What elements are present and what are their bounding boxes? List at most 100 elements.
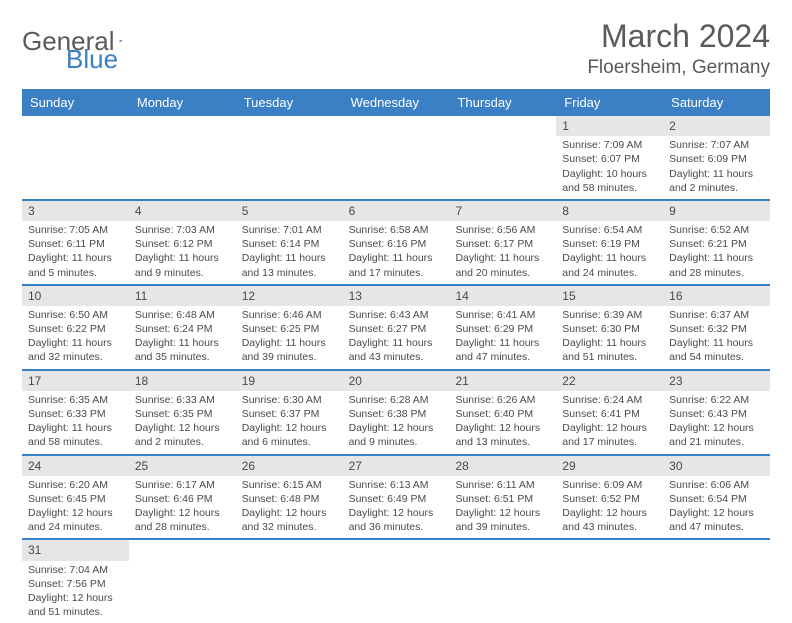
day-number: 24 bbox=[22, 456, 129, 476]
day-number: 12 bbox=[236, 286, 343, 306]
daylight-text: Daylight: 11 hours and 9 minutes. bbox=[135, 251, 230, 279]
day-number: 4 bbox=[129, 201, 236, 221]
sunset-text: Sunset: 6:54 PM bbox=[669, 492, 764, 506]
daylight-text: Daylight: 12 hours and 36 minutes. bbox=[349, 506, 444, 534]
week-row: 31Sunrise: 7:04 AMSunset: 7:56 PMDayligh… bbox=[22, 540, 770, 623]
month-title: March 2024 bbox=[587, 18, 770, 55]
sunset-text: Sunset: 6:52 PM bbox=[562, 492, 657, 506]
day-cell: 6Sunrise: 6:58 AMSunset: 6:16 PMDaylight… bbox=[343, 201, 450, 284]
sunset-text: Sunset: 7:56 PM bbox=[28, 577, 123, 591]
daylight-text: Daylight: 11 hours and 5 minutes. bbox=[28, 251, 123, 279]
day-number: 6 bbox=[343, 201, 450, 221]
day-body: Sunrise: 6:43 AMSunset: 6:27 PMDaylight:… bbox=[343, 306, 450, 369]
day-number: 13 bbox=[343, 286, 450, 306]
day-number bbox=[129, 540, 236, 560]
sunrise-text: Sunrise: 7:03 AM bbox=[135, 223, 230, 237]
week-row: 3Sunrise: 7:05 AMSunset: 6:11 PMDaylight… bbox=[22, 201, 770, 286]
day-cell bbox=[129, 540, 236, 623]
weekday-header: Sunday Monday Tuesday Wednesday Thursday… bbox=[22, 89, 770, 116]
day-number bbox=[449, 116, 556, 136]
sunrise-text: Sunrise: 7:04 AM bbox=[28, 563, 123, 577]
day-number: 15 bbox=[556, 286, 663, 306]
sunrise-text: Sunrise: 6:06 AM bbox=[669, 478, 764, 492]
daylight-text: Daylight: 12 hours and 32 minutes. bbox=[242, 506, 337, 534]
sunset-text: Sunset: 6:49 PM bbox=[349, 492, 444, 506]
sunrise-text: Sunrise: 6:09 AM bbox=[562, 478, 657, 492]
day-body: Sunrise: 6:54 AMSunset: 6:19 PMDaylight:… bbox=[556, 221, 663, 284]
sunrise-text: Sunrise: 6:30 AM bbox=[242, 393, 337, 407]
day-number: 28 bbox=[449, 456, 556, 476]
day-body: Sunrise: 6:46 AMSunset: 6:25 PMDaylight:… bbox=[236, 306, 343, 369]
day-cell bbox=[449, 116, 556, 199]
sunset-text: Sunset: 6:11 PM bbox=[28, 237, 123, 251]
daylight-text: Daylight: 12 hours and 2 minutes. bbox=[135, 421, 230, 449]
day-cell bbox=[556, 540, 663, 623]
daylight-text: Daylight: 12 hours and 47 minutes. bbox=[669, 506, 764, 534]
day-body: Sunrise: 6:15 AMSunset: 6:48 PMDaylight:… bbox=[236, 476, 343, 539]
day-body: Sunrise: 7:07 AMSunset: 6:09 PMDaylight:… bbox=[663, 136, 770, 199]
day-number: 7 bbox=[449, 201, 556, 221]
sunrise-text: Sunrise: 6:26 AM bbox=[455, 393, 550, 407]
day-body bbox=[663, 561, 770, 567]
day-body: Sunrise: 7:04 AMSunset: 7:56 PMDaylight:… bbox=[22, 561, 129, 623]
day-number: 9 bbox=[663, 201, 770, 221]
sunset-text: Sunset: 6:19 PM bbox=[562, 237, 657, 251]
day-body: Sunrise: 7:03 AMSunset: 6:12 PMDaylight:… bbox=[129, 221, 236, 284]
logo-flag-icon bbox=[119, 32, 122, 50]
day-body bbox=[449, 136, 556, 142]
sunrise-text: Sunrise: 6:15 AM bbox=[242, 478, 337, 492]
day-cell: 21Sunrise: 6:26 AMSunset: 6:40 PMDayligh… bbox=[449, 371, 556, 454]
day-number bbox=[343, 540, 450, 560]
day-body: Sunrise: 6:06 AMSunset: 6:54 PMDaylight:… bbox=[663, 476, 770, 539]
day-cell: 16Sunrise: 6:37 AMSunset: 6:32 PMDayligh… bbox=[663, 286, 770, 369]
sunset-text: Sunset: 6:07 PM bbox=[562, 152, 657, 166]
sunset-text: Sunset: 6:22 PM bbox=[28, 322, 123, 336]
sunrise-text: Sunrise: 6:39 AM bbox=[562, 308, 657, 322]
week-row: 1Sunrise: 7:09 AMSunset: 6:07 PMDaylight… bbox=[22, 116, 770, 201]
day-body: Sunrise: 6:33 AMSunset: 6:35 PMDaylight:… bbox=[129, 391, 236, 454]
day-cell: 20Sunrise: 6:28 AMSunset: 6:38 PMDayligh… bbox=[343, 371, 450, 454]
sunset-text: Sunset: 6:32 PM bbox=[669, 322, 764, 336]
daylight-text: Daylight: 12 hours and 51 minutes. bbox=[28, 591, 123, 619]
week-row: 17Sunrise: 6:35 AMSunset: 6:33 PMDayligh… bbox=[22, 371, 770, 456]
day-number bbox=[129, 116, 236, 136]
day-cell: 29Sunrise: 6:09 AMSunset: 6:52 PMDayligh… bbox=[556, 456, 663, 539]
daylight-text: Daylight: 11 hours and 32 minutes. bbox=[28, 336, 123, 364]
day-number: 19 bbox=[236, 371, 343, 391]
sunrise-text: Sunrise: 6:37 AM bbox=[669, 308, 764, 322]
daylight-text: Daylight: 11 hours and 58 minutes. bbox=[28, 421, 123, 449]
day-cell bbox=[343, 116, 450, 199]
day-number bbox=[22, 116, 129, 136]
day-cell: 14Sunrise: 6:41 AMSunset: 6:29 PMDayligh… bbox=[449, 286, 556, 369]
daylight-text: Daylight: 12 hours and 9 minutes. bbox=[349, 421, 444, 449]
day-body: Sunrise: 6:50 AMSunset: 6:22 PMDaylight:… bbox=[22, 306, 129, 369]
day-body: Sunrise: 6:30 AMSunset: 6:37 PMDaylight:… bbox=[236, 391, 343, 454]
daylight-text: Daylight: 11 hours and 51 minutes. bbox=[562, 336, 657, 364]
day-cell bbox=[236, 540, 343, 623]
day-number: 1 bbox=[556, 116, 663, 136]
sunrise-text: Sunrise: 7:05 AM bbox=[28, 223, 123, 237]
day-body: Sunrise: 6:35 AMSunset: 6:33 PMDaylight:… bbox=[22, 391, 129, 454]
day-number: 25 bbox=[129, 456, 236, 476]
day-body: Sunrise: 6:13 AMSunset: 6:49 PMDaylight:… bbox=[343, 476, 450, 539]
sunrise-text: Sunrise: 6:52 AM bbox=[669, 223, 764, 237]
day-cell: 2Sunrise: 7:07 AMSunset: 6:09 PMDaylight… bbox=[663, 116, 770, 199]
sunrise-text: Sunrise: 7:09 AM bbox=[562, 138, 657, 152]
day-cell: 31Sunrise: 7:04 AMSunset: 7:56 PMDayligh… bbox=[22, 540, 129, 623]
logo-text-2: Blue bbox=[66, 44, 118, 75]
day-number: 27 bbox=[343, 456, 450, 476]
dayname-mon: Monday bbox=[129, 89, 236, 116]
sunset-text: Sunset: 6:43 PM bbox=[669, 407, 764, 421]
header: General March 2024 Floersheim, Germany bbox=[22, 18, 770, 79]
daylight-text: Daylight: 12 hours and 43 minutes. bbox=[562, 506, 657, 534]
day-number bbox=[663, 540, 770, 560]
day-body bbox=[129, 136, 236, 142]
day-body: Sunrise: 6:11 AMSunset: 6:51 PMDaylight:… bbox=[449, 476, 556, 539]
sunrise-text: Sunrise: 6:48 AM bbox=[135, 308, 230, 322]
sunrise-text: Sunrise: 6:11 AM bbox=[455, 478, 550, 492]
day-cell bbox=[449, 540, 556, 623]
day-number bbox=[236, 540, 343, 560]
day-cell: 23Sunrise: 6:22 AMSunset: 6:43 PMDayligh… bbox=[663, 371, 770, 454]
daylight-text: Daylight: 11 hours and 47 minutes. bbox=[455, 336, 550, 364]
day-cell: 4Sunrise: 7:03 AMSunset: 6:12 PMDaylight… bbox=[129, 201, 236, 284]
